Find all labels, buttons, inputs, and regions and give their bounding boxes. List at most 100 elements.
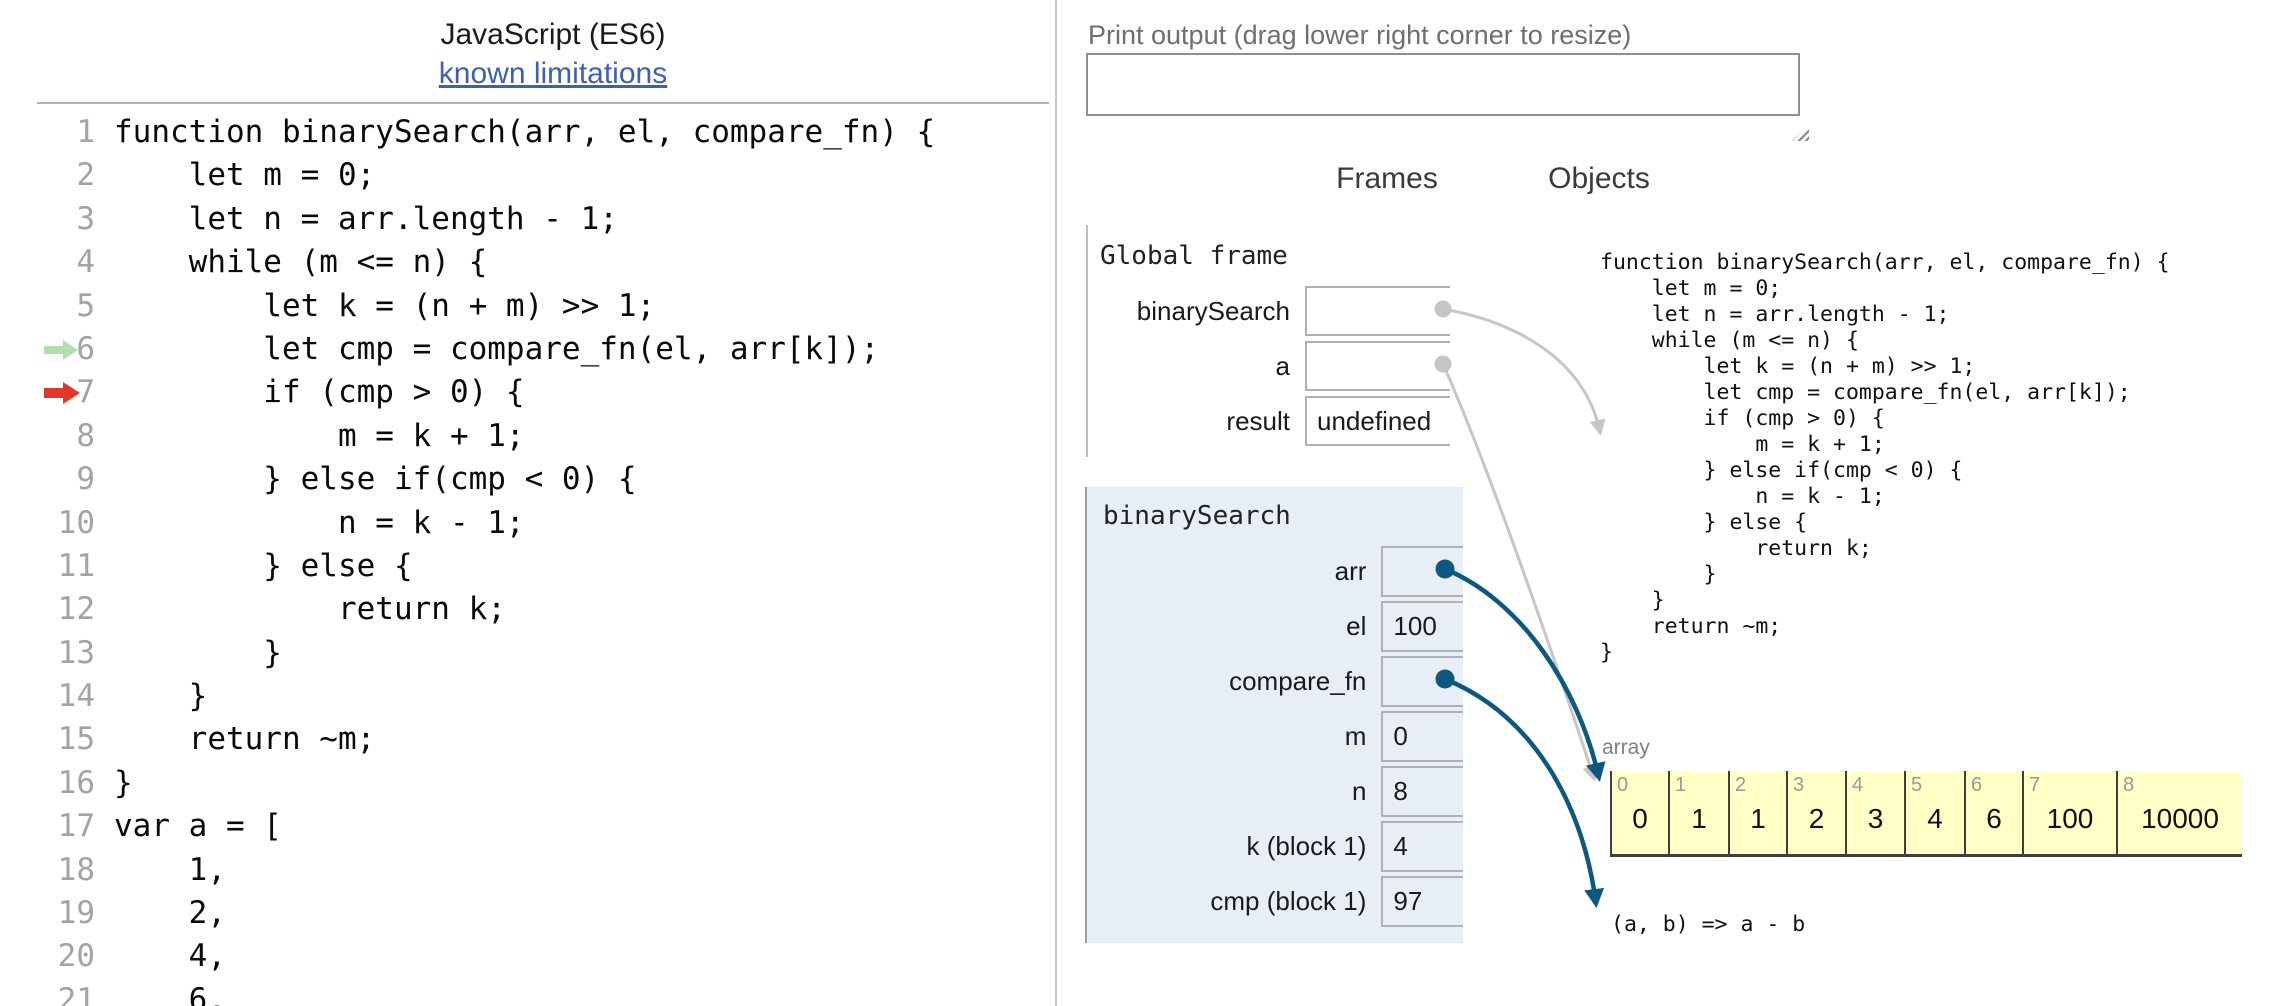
line-number: 11 bbox=[57, 547, 95, 584]
array-value: 3 bbox=[1867, 803, 1884, 834]
pointer-arrow-compare_fn-to-lambda bbox=[1444, 676, 1605, 908]
variable-name: cmp (block 1) bbox=[1210, 886, 1367, 916]
known-limitations-link[interactable]: known limitations bbox=[438, 57, 668, 90]
active-frame-title: binarySearch bbox=[1103, 501, 1291, 531]
line-number: 3 bbox=[76, 200, 95, 237]
variable-row: compare_fn bbox=[1087, 656, 1463, 707]
line-text: 2, bbox=[114, 895, 226, 932]
variable-name: el bbox=[1346, 611, 1367, 641]
variable-value-pointer bbox=[1305, 341, 1450, 391]
line-text: let k = (n + m) >> 1; bbox=[114, 287, 656, 324]
variable-row: arr bbox=[1087, 546, 1463, 597]
line-number: 15 bbox=[57, 721, 95, 758]
array-cell: 5 4 bbox=[1904, 771, 1964, 854]
code-line: 9 } else if(cmp < 0) { bbox=[0, 458, 1050, 501]
variable-value-pointer bbox=[1381, 656, 1463, 707]
code-line: 4 while (m <= n) { bbox=[0, 241, 1050, 284]
array-index: 8 bbox=[2123, 774, 2135, 796]
pointer-arrow-global-binarySearch-to-function bbox=[1442, 307, 1606, 436]
array-type-label: array bbox=[1602, 736, 1650, 759]
code-line: 14 } bbox=[0, 675, 1050, 718]
code-line: 3 let n = arr.length - 1; bbox=[0, 198, 1050, 241]
array-index: 3 bbox=[1793, 774, 1805, 796]
variable-row: k (block 1) 4 bbox=[1087, 821, 1463, 872]
array-index: 6 bbox=[1971, 774, 1983, 796]
language-label: JavaScript (ES6) bbox=[440, 18, 666, 51]
code-line: 17 var a = [ bbox=[0, 805, 1050, 848]
variable-row: cmp (block 1) 97 bbox=[1087, 876, 1463, 927]
code-editor: 1 function binarySearch(arr, el, compare_… bbox=[0, 111, 1050, 1006]
line-number: 17 bbox=[57, 808, 95, 845]
line-number: 16 bbox=[57, 764, 95, 801]
variable-name: a bbox=[1275, 351, 1290, 381]
variable-name: arr bbox=[1334, 556, 1367, 586]
code-line: 8 m = k + 1; bbox=[0, 415, 1050, 458]
variable-value: 0 bbox=[1381, 711, 1463, 762]
line-number: 4 bbox=[76, 244, 95, 281]
array-index: 5 bbox=[1911, 774, 1923, 796]
line-text: function binarySearch(arr, el, compare_f… bbox=[114, 114, 936, 150]
resize-grip-icon[interactable] bbox=[1792, 125, 1809, 141]
array-value: 100 bbox=[2046, 803, 2094, 834]
variable-row: result undefined bbox=[1088, 396, 1450, 446]
array-index: 2 bbox=[1735, 774, 1747, 796]
code-line: 10 n = k - 1; bbox=[0, 502, 1050, 545]
known-limitations-linkwrap: known limitations bbox=[0, 57, 1106, 91]
variable-name: k (block 1) bbox=[1246, 831, 1367, 861]
array-cell: 2 1 bbox=[1728, 771, 1786, 854]
line-text: var a = [ bbox=[114, 808, 282, 845]
code-line: 18 1, bbox=[0, 849, 1050, 892]
variable-value: undefined bbox=[1305, 396, 1450, 446]
array-cell: 7 100 bbox=[2022, 771, 2116, 854]
line-number: 1 bbox=[76, 114, 95, 150]
line-number: 2 bbox=[76, 157, 95, 194]
active-frame-binarySearch: binarySearch arr el 100 compare_fn m 0 n… bbox=[1085, 487, 1463, 943]
line-number: 12 bbox=[57, 591, 95, 628]
print-output-label: Print output (drag lower right corner to… bbox=[1088, 20, 1632, 50]
line-text: 1, bbox=[114, 851, 226, 888]
line-text: } else if(cmp < 0) { bbox=[114, 461, 637, 498]
variable-row: n 8 bbox=[1087, 766, 1463, 817]
print-output-textarea[interactable] bbox=[1086, 53, 1800, 116]
code-line: 20 4, bbox=[0, 935, 1050, 978]
array-index: 0 bbox=[1617, 774, 1629, 796]
array-value: 2 bbox=[1808, 803, 1825, 834]
variable-value: 100 bbox=[1381, 601, 1463, 652]
array-value: 0 bbox=[1632, 803, 1648, 834]
line-number: 14 bbox=[57, 678, 95, 715]
lambda-function-object: (a, b) => a - b bbox=[1611, 912, 1806, 937]
variable-value-pointer bbox=[1305, 286, 1450, 336]
code-line-next-to-execute: 7 if (cmp > 0) { bbox=[0, 371, 1050, 414]
code-line: 15 return ~m; bbox=[0, 718, 1050, 761]
array-value: 4 bbox=[1927, 803, 1943, 834]
line-number: 10 bbox=[57, 504, 95, 541]
variable-row: el 100 bbox=[1087, 601, 1463, 652]
line-number: 20 bbox=[57, 938, 95, 975]
line-number: 19 bbox=[57, 895, 95, 932]
panel-divider bbox=[1055, 0, 1057, 1006]
variable-value: 8 bbox=[1381, 766, 1463, 817]
line-number: 8 bbox=[76, 417, 95, 454]
variable-value: 4 bbox=[1381, 821, 1463, 872]
line-text: let n = arr.length - 1; bbox=[114, 200, 618, 237]
code-line-previous-executed: 6 let cmp = compare_fn(el, arr[k]); bbox=[0, 328, 1050, 371]
global-frame: Global frame binarySearch a result undef… bbox=[1086, 225, 1450, 457]
current-line-arrow-icon bbox=[44, 382, 80, 405]
array-cell: 1 1 bbox=[1668, 771, 1728, 854]
frames-header: Frames bbox=[1336, 162, 1438, 195]
code-line: 16} bbox=[0, 762, 1050, 805]
line-text: let m = 0; bbox=[114, 157, 376, 194]
code-line: 21 6, bbox=[0, 979, 1050, 1006]
line-text: while (m <= n) { bbox=[114, 244, 488, 281]
line-text: } bbox=[114, 678, 208, 715]
variable-value: 97 bbox=[1381, 876, 1463, 927]
line-text: m = k + 1; bbox=[114, 417, 525, 454]
objects-header: Objects bbox=[1548, 162, 1650, 195]
array-cell: 6 6 bbox=[1964, 771, 2022, 854]
array-value: 1 bbox=[1750, 803, 1766, 834]
array-index: 4 bbox=[1852, 774, 1864, 796]
line-text: } bbox=[114, 634, 282, 671]
line-text: } else { bbox=[114, 547, 413, 584]
line-number: 5 bbox=[76, 287, 95, 324]
